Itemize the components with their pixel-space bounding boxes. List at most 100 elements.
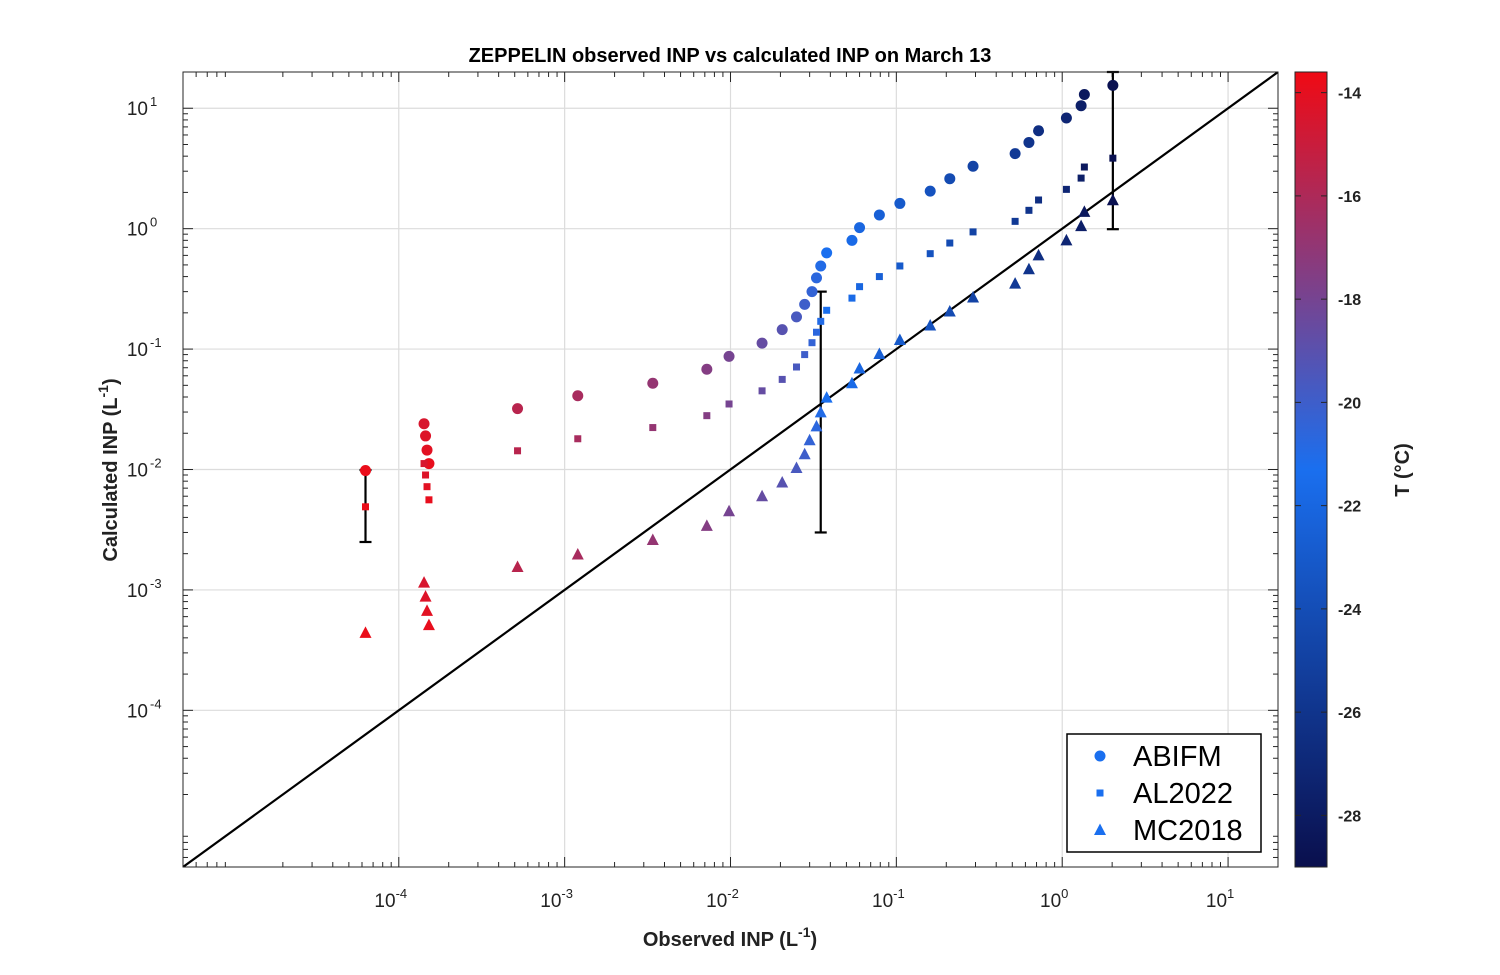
legend: ABIFM AL2022 MC2018	[1066, 733, 1262, 853]
marker-abifm	[1033, 125, 1045, 137]
minor-ticks	[183, 71, 1279, 867]
marker-mc2018	[853, 361, 866, 374]
marker-mc2018	[820, 391, 833, 403]
colorbar-tick-label: -22	[1338, 499, 1361, 516]
x-axis-label-main: Observed INP (L	[643, 929, 798, 951]
legend-markers	[1094, 750, 1106, 835]
marker-mc2018	[1106, 193, 1119, 206]
marker-mc2018	[803, 433, 816, 446]
colorbar-tick-label: -28	[1338, 808, 1361, 825]
marker-mc2018	[418, 576, 431, 588]
marker-al2022	[823, 306, 831, 314]
marker-al2022	[926, 250, 934, 258]
marker-abifm	[791, 311, 803, 323]
legend-label-abifm: ABIFM	[1133, 741, 1222, 773]
marker-abifm	[360, 465, 372, 477]
legend-marker-al2022	[1096, 789, 1104, 797]
marker-al2022	[817, 317, 825, 325]
marker-mc2018	[967, 291, 980, 303]
y-tick-label-exp: -1	[150, 335, 162, 350]
x-tick-labels: 10-4 10-3 10-2 10-1 100 101	[374, 886, 1234, 912]
marker-mc2018	[1075, 219, 1088, 232]
marker-al2022	[1025, 206, 1033, 214]
marker-abifm	[1078, 89, 1090, 101]
colorbar-ticks: -14 -16 -18 -20 -22 -24 -26 -28	[1295, 86, 1361, 825]
marker-abifm	[418, 418, 430, 430]
x-tick-label: 10-4	[374, 886, 407, 912]
y-axis-label-end: )	[100, 378, 122, 385]
marker-mc2018	[359, 626, 372, 638]
marker-mc2018	[814, 405, 827, 418]
marker-abifm	[1009, 148, 1021, 160]
marker-al2022	[423, 483, 431, 491]
marker-al2022	[848, 294, 856, 302]
x-axis-label: Observed INP (L-1)	[643, 924, 817, 951]
marker-abifm	[944, 173, 956, 185]
one-to-one-line	[183, 72, 1278, 867]
marker-al2022	[875, 273, 883, 281]
marker-abifm	[776, 324, 788, 336]
x-tick-label: 10-1	[872, 886, 905, 912]
marker-abifm	[854, 222, 866, 234]
marker-abifm	[806, 286, 818, 298]
y-tick-label-exp: 1	[150, 94, 157, 109]
marker-al2022	[1011, 217, 1019, 225]
marker-abifm	[894, 197, 906, 209]
y-tick-label: 10	[127, 340, 148, 361]
marker-al2022	[946, 239, 954, 247]
marker-al2022	[1035, 196, 1043, 204]
y-tick-label: 10	[127, 701, 148, 722]
y-tick-label-exp: -3	[150, 576, 162, 591]
marker-abifm	[647, 377, 659, 389]
marker-abifm	[421, 444, 433, 456]
marker-al2022	[778, 375, 786, 383]
marker-al2022	[422, 471, 430, 479]
marker-al2022	[793, 363, 801, 371]
marker-al2022	[703, 412, 711, 420]
marker-abifm	[1107, 79, 1119, 91]
marker-al2022	[1080, 163, 1088, 171]
marker-al2022	[1077, 174, 1085, 182]
marker-al2022	[649, 424, 657, 432]
marker-mc2018	[723, 504, 736, 517]
marker-al2022	[725, 400, 733, 408]
marker-abifm	[420, 430, 432, 442]
marker-mc2018	[798, 447, 811, 460]
marker-abifm	[1060, 112, 1072, 124]
marker-mc2018	[845, 376, 858, 389]
colorbar-tick-label: -18	[1338, 292, 1361, 309]
marker-mc2018	[700, 519, 713, 531]
y-tick-label-exp: -4	[150, 696, 162, 711]
reference-line-group	[183, 72, 1278, 867]
legend-marker-mc2018	[1094, 823, 1106, 835]
marker-al2022	[758, 387, 766, 395]
marker-al2022	[1062, 185, 1070, 193]
marker-mc2018	[776, 475, 789, 488]
marker-abifm	[1075, 100, 1087, 112]
y-tick-label: 10	[127, 461, 148, 482]
marker-mc2018	[943, 305, 956, 317]
legend-label-mc2018: MC2018	[1133, 815, 1243, 847]
chart-title: ZEPPELIN observed INP vs calculated INP …	[469, 45, 992, 67]
x-tick-label: 101	[1206, 886, 1234, 912]
y-axis-label-main: Calculated INP (L	[100, 398, 122, 562]
colorbar-tick-label: -14	[1338, 86, 1361, 103]
marker-mc2018	[810, 419, 823, 432]
marker-mc2018	[571, 547, 584, 560]
marker-mc2018	[1078, 205, 1091, 217]
marker-mc2018	[873, 347, 886, 360]
legend-marker-abifm	[1094, 750, 1106, 762]
marker-al2022	[812, 328, 820, 336]
marker-abifm	[512, 403, 524, 415]
marker-mc2018	[422, 618, 435, 631]
legend-label-al2022: AL2022	[1133, 778, 1233, 810]
y-axis-label: Calculated INP (L-1)	[95, 378, 122, 561]
colorbar: -14 -16 -18 -20 -22 -24 -26 -28 T (°C)	[1294, 71, 1414, 868]
marker-al2022	[856, 283, 864, 291]
marker-mc2018	[893, 333, 906, 345]
axes-frame	[182, 71, 1279, 868]
colorbar-gradient	[1294, 71, 1328, 868]
marker-al2022	[514, 447, 522, 455]
marker-al2022	[801, 351, 809, 359]
